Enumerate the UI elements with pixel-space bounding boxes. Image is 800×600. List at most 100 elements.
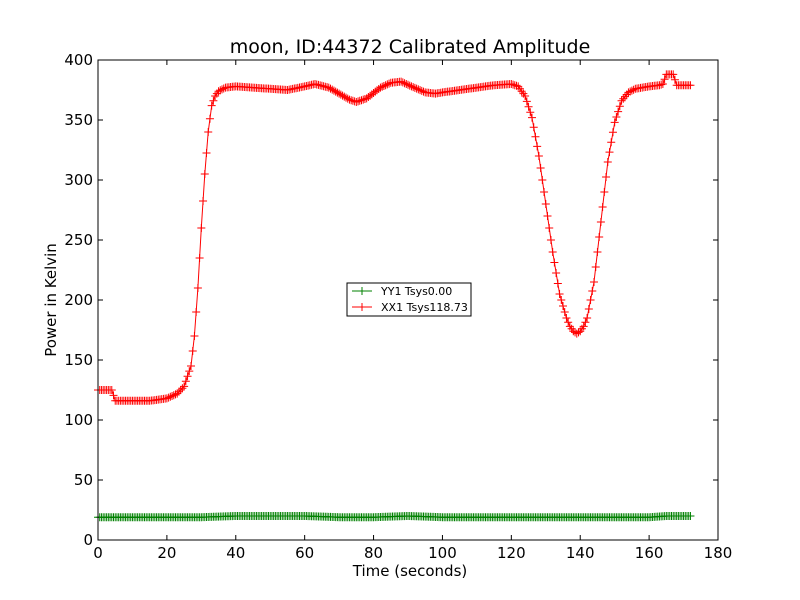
data-point-xx1 (586, 296, 595, 304)
data-point-xx1 (335, 89, 344, 98)
data-point-xx1 (342, 93, 350, 102)
data-point-xx1 (381, 81, 390, 90)
data-point-xx1 (536, 164, 545, 172)
data-point-xx1 (185, 367, 194, 376)
data-point-xx1 (600, 188, 609, 196)
data-point-xx1 (507, 80, 516, 88)
data-point-xx1 (343, 94, 352, 103)
data-point-xx1 (402, 80, 411, 88)
data-point-xx1 (174, 387, 183, 396)
data-point-xx1 (219, 84, 228, 93)
data-point-xx1 (596, 218, 605, 226)
data-point-xx1 (579, 322, 588, 331)
data-point-xx1 (195, 254, 204, 262)
data-point-xx1 (548, 248, 557, 256)
data-point-xx1 (193, 284, 202, 292)
y-tick-label: 50 (74, 471, 93, 489)
data-point-xx1 (669, 70, 678, 79)
chart-legend: YY1 Tsys0.00 XX1 Tsys118.73 (346, 282, 472, 317)
data-point-xx1 (188, 347, 197, 355)
data-point-xx1 (550, 258, 559, 267)
data-point-xx1 (529, 123, 538, 132)
data-point-xx1 (205, 114, 214, 123)
data-point-xx1 (574, 328, 583, 337)
data-point-xx1 (607, 138, 616, 147)
legend-label-xx1: XX1 Tsys118.73 (381, 301, 468, 314)
y-tick-label: 400 (64, 51, 93, 69)
data-point-xx1 (526, 108, 535, 117)
data-point-xx1 (197, 224, 206, 232)
data-point-xx1 (608, 128, 617, 137)
y-tick-label: 250 (64, 231, 93, 249)
data-point-xx1 (218, 85, 226, 94)
data-point-xx1 (543, 212, 552, 220)
data-point-xx1 (331, 87, 340, 96)
data-point-xx1 (324, 83, 333, 92)
data-point-xx1 (209, 96, 218, 105)
data-point-xx1 (417, 86, 426, 95)
data-point-xx1 (621, 92, 629, 101)
data-point-xx1 (657, 80, 666, 89)
data-point-xx1 (533, 142, 542, 151)
data-point-xx1 (376, 83, 385, 92)
data-point-xx1 (614, 107, 623, 116)
data-point-xx1 (581, 318, 590, 327)
data-point-xx1 (598, 203, 607, 211)
data-point-xx1 (524, 102, 533, 111)
data-point-xx1 (562, 314, 571, 322)
data-point-xx1 (612, 113, 621, 121)
y-axis-title: Power in Kelvin (42, 243, 60, 357)
data-point-xx1 (410, 83, 419, 92)
data-point-xx1 (584, 305, 593, 313)
data-point-xx1 (178, 384, 187, 393)
data-point-xx1 (670, 75, 679, 84)
plot-series (94, 70, 695, 522)
data-point-xx1 (204, 128, 213, 136)
data-point-xx1 (538, 176, 547, 184)
data-point-xx1 (605, 148, 614, 157)
data-point-xx1 (168, 392, 177, 400)
data-point-xx1 (509, 80, 518, 89)
data-point-xx1 (338, 91, 347, 100)
data-point-xx1 (400, 79, 409, 88)
data-point-yy1 (686, 512, 695, 520)
data-point-xx1 (207, 101, 216, 110)
data-point-xx1 (409, 83, 418, 92)
data-point-xx1 (333, 88, 342, 97)
data-point-xx1 (555, 290, 564, 298)
x-tick-label: 120 (497, 544, 526, 562)
data-point-xx1 (169, 391, 178, 400)
data-point-xx1 (629, 85, 638, 94)
data-point-xx1 (617, 96, 626, 105)
data-point-xx1 (545, 224, 554, 232)
data-point-xx1 (528, 113, 536, 122)
y-tick-label: 350 (64, 111, 93, 129)
data-point-xx1 (553, 279, 562, 288)
data-point-xx1 (379, 82, 388, 90)
data-point-xx1 (564, 318, 573, 327)
y-tick-label: 200 (64, 291, 93, 309)
data-point-xx1 (521, 92, 530, 100)
data-point-xx1 (559, 302, 567, 310)
data-point-xx1 (214, 87, 223, 96)
data-point-xx1 (347, 96, 356, 105)
data-point-xx1 (109, 391, 118, 400)
data-point-xx1 (658, 80, 667, 88)
data-point-xx1 (660, 75, 669, 84)
data-point-xx1 (522, 97, 531, 106)
data-point-xx1 (552, 269, 561, 277)
data-point-xx1 (510, 81, 519, 90)
data-point-xx1 (590, 278, 598, 286)
data-point-xx1 (655, 81, 664, 90)
y-tick-label: 300 (64, 171, 93, 189)
data-point-xx1 (359, 95, 368, 104)
data-point-xx1 (166, 392, 175, 401)
data-point-xx1 (385, 79, 394, 88)
data-point-xx1 (593, 248, 602, 256)
data-point-xx1 (328, 85, 337, 94)
data-point-xx1 (216, 86, 225, 95)
data-point-xx1 (602, 173, 611, 181)
data-point-xx1 (360, 95, 369, 103)
data-point-xx1 (412, 84, 421, 93)
x-tick-label: 140 (566, 544, 595, 562)
